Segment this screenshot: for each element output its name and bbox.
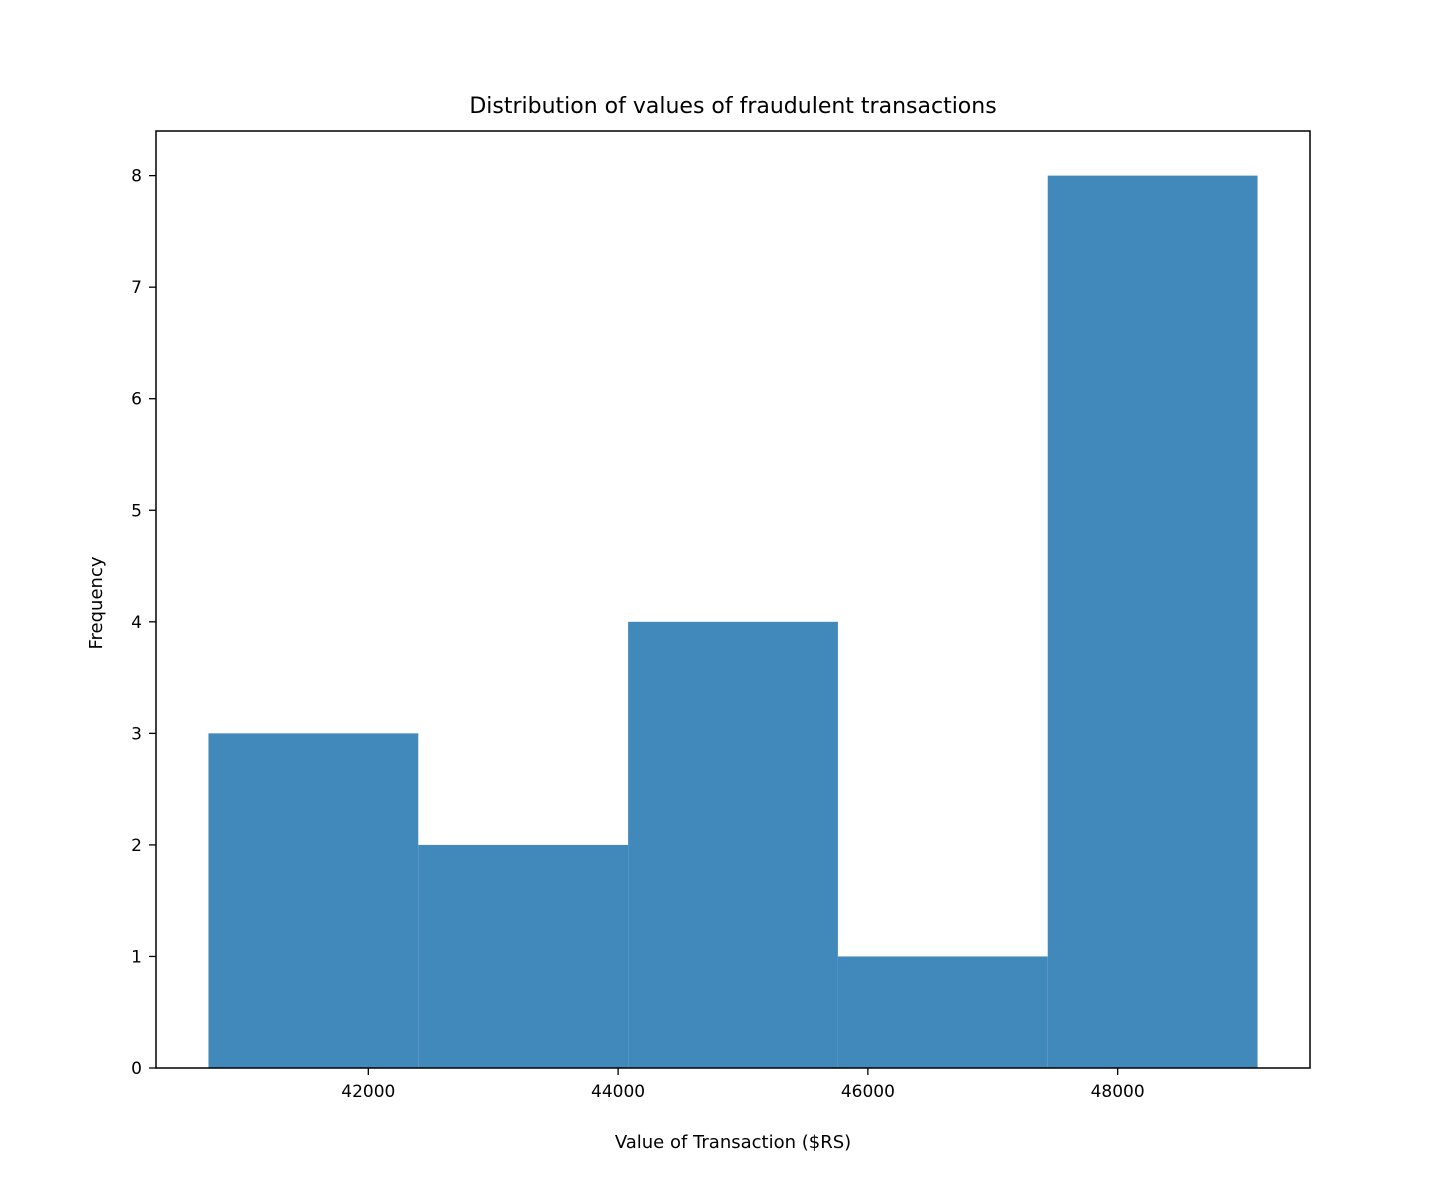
y-axis-ticks: 0 1 2 3 4 5 6 7 8 — [131, 167, 156, 1079]
y-tick-label-3: 2 — [131, 836, 142, 856]
y-tick-label-2: 1 — [131, 947, 142, 967]
histogram-bar-2 — [418, 844, 629, 1068]
x-tick-label-1: 42000 — [341, 1082, 395, 1102]
x-tick-label-3: 46000 — [841, 1082, 895, 1102]
y-tick-label-5: 4 — [131, 613, 142, 633]
x-tick-label-2: 44000 — [591, 1082, 645, 1102]
histogram-bar-1 — [208, 733, 419, 1068]
histogram-bar-5 — [1047, 175, 1258, 1069]
y-tick-label-6: 5 — [131, 501, 142, 521]
y-tick-label-9: 8 — [131, 167, 142, 187]
histogram-bar-3 — [628, 621, 838, 1068]
histogram-bar-4 — [837, 956, 1048, 1068]
y-axis-label: Frequency — [86, 556, 107, 649]
x-axis-label: Value of Transaction ($RS) — [615, 1132, 851, 1153]
bars-group — [208, 175, 1258, 1069]
plot-frame — [155, 130, 1311, 1069]
chart-title: Distribution of values of fraudulent tra… — [469, 94, 996, 119]
y-tick-label-8: 7 — [131, 278, 142, 298]
x-axis-ticks: 42000 44000 46000 48000 — [341, 1068, 1145, 1102]
y-tick-label-7: 6 — [131, 390, 142, 410]
y-tick-label-4: 3 — [131, 724, 142, 744]
x-tick-label-4: 48000 — [1091, 1082, 1145, 1102]
y-tick-label-1: 0 — [131, 1059, 142, 1079]
